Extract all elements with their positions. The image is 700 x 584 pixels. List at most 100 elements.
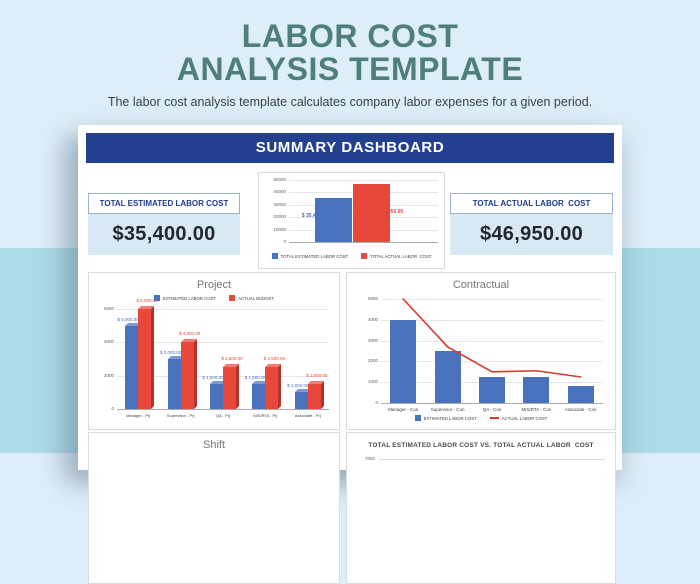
bar-side-face [151,306,155,409]
summary-dashboard-banner: SUMMARY DASHBOARD [86,133,614,163]
bar-data-label: $ 6,000.00 [136,298,158,303]
legend: TOTAL ESTIMATED LABOR COST TOTAL ACTUAL L… [259,253,444,259]
page-title: LABOR COST ANALYSIS TEMPLATE [0,20,700,86]
project-chart: ESTIMATED LABOR COST ACTUAL BUDGET 0 2000 40… [89,273,339,429]
legend-box-marker [153,295,160,301]
bar [307,384,321,409]
y-tick-label: 0 [111,406,114,411]
bar-side-face [193,339,197,409]
stat-total-estimated-label: TOTAL ESTIMATED LABOR COST [88,193,240,214]
legend: ESTIMATED LABOR COST ACTUAL LABOR COST [347,415,615,421]
bar [567,386,594,403]
shift-chart-title: Shift [202,439,225,451]
stat-total-estimated: TOTAL ESTIMATED LABOR COST $35,400.00 [88,193,240,255]
legend-item: TOTAL ESTIMATED LABOR COST [271,253,349,259]
gridline [381,319,603,321]
y-tick-label: 2000 [103,372,114,378]
page-subtitle: The labor cost analysis template calcula… [107,94,593,109]
y-tick-label: 3000 [367,337,378,343]
summary-chart: 0 10000 20000 30000 40000 50000 $ 35,400.00 $ 4… [258,172,445,269]
legend-label: ACTUAL BUDGET [238,295,275,301]
x-category-label: Manager - Con [388,406,419,412]
y-tick-label: 50000 [273,177,286,182]
bar [223,367,236,409]
gridline [117,309,329,310]
shift-chart [89,433,339,583]
x-category-label: MIS/RTA - Con [521,406,552,412]
bar [138,309,152,409]
bar [390,319,417,403]
gridline [379,459,605,460]
estimated-vs-actual-chart: 7000 [347,433,615,583]
contractual-chart: 0 1000 2000 3000 4000 5000 Manager - Con Superv… [347,273,615,429]
stat-total-actual-label: TOTAL ACTUAL LABOR COST [450,193,613,214]
legend-line-marker [489,417,499,419]
gridline [381,299,603,300]
x-category-label: QA - Prj [215,413,231,418]
x-category-label: QA - Con [482,406,502,412]
legend-box-marker [271,253,278,259]
bar-data-label: $ 5,000.00 [117,316,139,322]
gridline [117,342,329,344]
project-chart-panel: Project ESTIMATED LABOR COST ACTUAL BUDGE… [88,272,340,430]
bar [252,384,266,409]
y-tick-label: 40000 [273,189,286,195]
gridline [381,403,603,404]
bar-side-face [278,364,282,409]
bar-data-label: $ 2,500.00 [221,356,243,362]
legend-item: ACTUAL BUDGET [229,295,274,301]
y-tick-label: 7000 [364,456,375,461]
bar-data-label: $ 1,500.00 [244,375,267,380]
legend-item: ESTIMATED LABOR COST [153,295,217,301]
bar [315,198,352,242]
gridline [117,409,329,410]
bar [167,359,181,409]
shift-chart-panel: Shift [88,432,340,584]
y-tick-label: 4000 [103,339,114,345]
bar-data-label: $ 3,000.00 [159,350,182,355]
legend-item: TOTAL ACTUAL LABOR COST [361,253,431,259]
bar [125,325,139,409]
gridline [381,361,603,363]
legend-box-marker [229,295,236,301]
bar [479,377,505,403]
bar [210,384,223,409]
bar-data-label: $ 2,500.00 [263,356,286,362]
y-tick-label: 0 [375,400,378,405]
stat-total-actual: TOTAL ACTUAL LABOR COST $46,950.00 [450,193,613,255]
bar-data-label: $ 35,400.00 [301,213,329,219]
y-tick-label: 4000 [367,316,378,322]
bar-side-face [320,381,324,409]
y-tick-label: 10000 [273,226,286,232]
stat-total-estimated-value: $35,400.00 [88,214,240,255]
bar-data-label: $ 1,000.00 [287,383,309,389]
line-series-svg [402,298,582,378]
legend-label: ACTUAL LABOR COST [501,415,548,421]
legend: ESTIMATED LABOR COST ACTUAL BUDGET [89,295,339,301]
page-title-line1: LABOR COST [241,18,459,54]
bar-side-face [236,364,239,409]
legend-box-marker [361,253,368,259]
x-category-label: MIS/RTA - Prj [253,413,278,418]
bar [180,342,194,409]
legend-item: ACTUAL LABOR COST [489,415,548,421]
project-chart-title: Project [196,279,232,291]
bar-data-label: $ 4,000.00 [178,331,201,337]
x-category-label: Supervisor - Con [430,406,465,412]
y-tick-label: 5000 [367,296,378,301]
legend-box-marker [414,415,421,421]
bar [353,183,390,242]
y-tick-label: 0 [283,239,286,244]
bar-data-label: $ 1,500.00 [306,373,328,378]
page-title-line2: ANALYSIS TEMPLATE [176,50,524,87]
estimated-vs-actual-chart-title: TOTAL ESTIMATED LABOR COST VS. TOTAL ACT… [368,442,594,449]
bar [523,377,550,403]
legend-label: ESTIMATED LABOR COST [423,415,477,421]
y-tick-label: 1000 [367,379,378,385]
legend-label: ESTIMATED LABOR COST [162,295,217,301]
bar-data-label: $ 1,500.00 [202,375,224,380]
y-tick-label: 6000 [103,306,114,311]
legend-label: TOTAL ESTIMATED LABOR COST [280,253,349,259]
x-category-label: Associate - Con [564,406,597,412]
